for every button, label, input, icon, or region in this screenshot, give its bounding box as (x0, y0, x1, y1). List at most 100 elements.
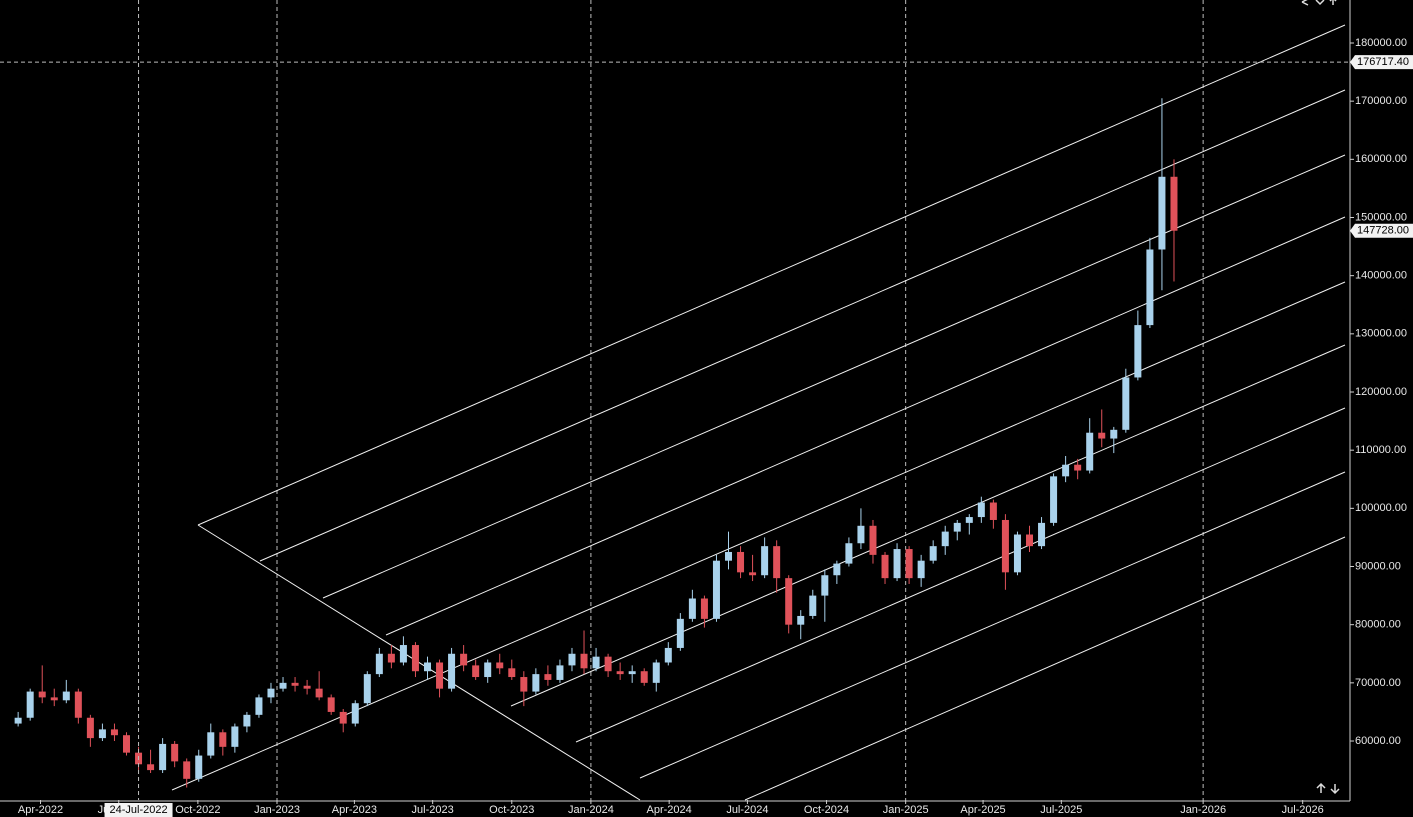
candle-body (556, 665, 564, 680)
candle-body (363, 674, 371, 704)
candle-body (953, 522, 961, 532)
candle-body (231, 726, 239, 747)
candle-body (303, 685, 311, 689)
candle-body (712, 560, 720, 619)
candle-body (1110, 429, 1118, 439)
candle-body (965, 517, 973, 523)
icon[interactable] (1329, 0, 1337, 5)
x-tick-label: Jul-2023 (412, 804, 454, 816)
candle-body (50, 697, 58, 701)
y-tick-label: 80000.00 (1355, 619, 1401, 631)
x-tick-label: Jan-2025 (883, 804, 929, 816)
candle-body (74, 691, 82, 718)
candle-body (159, 743, 167, 771)
candle-body (195, 755, 203, 779)
crosshair-price-label: 176717.40 (1357, 56, 1409, 68)
candle-body (424, 662, 431, 672)
candle-body (496, 662, 504, 669)
x-tick-label: Jul-2025 (1040, 804, 1082, 816)
candle-body (219, 732, 227, 747)
crosshair-date-box (104, 803, 173, 817)
scroll-up[interactable] (1316, 782, 1326, 793)
y-tick-label: 140000.00 (1355, 270, 1407, 282)
candle-body (761, 546, 769, 576)
candle-body (472, 665, 480, 678)
y-tick-label: 60000.00 (1355, 735, 1401, 747)
candle-body (1013, 534, 1021, 573)
x-tick-label: Oct-2022 (175, 804, 220, 816)
candle-body (38, 691, 46, 698)
y-tick-label: 70000.00 (1355, 677, 1401, 689)
window-controls[interactable] (1301, 0, 1340, 795)
candle-body (1062, 464, 1070, 477)
candle-body (845, 543, 853, 564)
candle-body (399, 645, 407, 663)
candle-body (773, 546, 781, 579)
pitchfork-line (575, 407, 1346, 743)
candle-body (183, 761, 191, 779)
candle-body (821, 575, 829, 596)
candle-body (14, 717, 22, 724)
candle-body (616, 671, 624, 675)
candle-body (110, 729, 118, 736)
icon[interactable] (1315, 0, 1325, 6)
candle-body (267, 688, 275, 698)
candle-body (123, 735, 130, 753)
pitchfork-line (259, 89, 1346, 562)
candle-body (737, 551, 745, 573)
candle-body (640, 671, 648, 683)
scroll-down[interactable] (1330, 784, 1340, 795)
pitchfork-line (744, 536, 1346, 801)
candle-body (544, 674, 552, 680)
candle-body (869, 525, 877, 555)
x-tick-label: Jul-2026 (1282, 804, 1324, 816)
candle-body (411, 645, 419, 672)
candle-body (520, 677, 528, 692)
candle-body (255, 697, 263, 715)
candle-body (628, 671, 636, 675)
candle-body (291, 682, 299, 686)
candle-body (375, 653, 383, 675)
candle-body (1086, 432, 1094, 471)
candle-body (279, 682, 287, 689)
candle-body (532, 674, 540, 692)
icon[interactable] (1301, 0, 1309, 6)
candle-body (1074, 464, 1082, 471)
x-tick-label: Jan-2023 (254, 804, 300, 816)
last-price-box (1350, 223, 1413, 238)
candle-body (98, 729, 106, 739)
candle-body (62, 691, 70, 701)
candle-body (893, 549, 901, 579)
candle-body (1001, 519, 1009, 573)
candle-body (809, 595, 817, 616)
x-tick-label: Jul-2024 (726, 804, 768, 816)
candle-body (725, 551, 732, 561)
candle-body (652, 662, 660, 683)
candle-body (508, 668, 516, 678)
candle-body (785, 578, 793, 625)
candles (14, 98, 1178, 788)
x-tick-label: Apr-2023 (332, 804, 377, 816)
crosshair-price-box (1350, 55, 1413, 70)
candle-body (436, 662, 444, 689)
pitchfork-line (197, 24, 1346, 526)
pitchfork-drawing (171, 24, 1346, 801)
candle-body (243, 714, 251, 727)
x-tick-label: Apr-2025 (960, 804, 1005, 816)
pitchfork-handle (197, 524, 641, 801)
candle-body (676, 618, 684, 648)
candle-body (327, 697, 335, 712)
y-tick-label: 90000.00 (1355, 560, 1401, 572)
last-price-label: 147728.00 (1357, 225, 1409, 237)
candle-body (917, 560, 925, 579)
candle-body (833, 563, 841, 576)
candle-body (86, 717, 94, 739)
candle-body (688, 598, 696, 619)
y-tick-label: 170000.00 (1355, 95, 1407, 107)
x-tick-label: Apr-2024 (647, 804, 692, 816)
candle-body (857, 525, 865, 544)
